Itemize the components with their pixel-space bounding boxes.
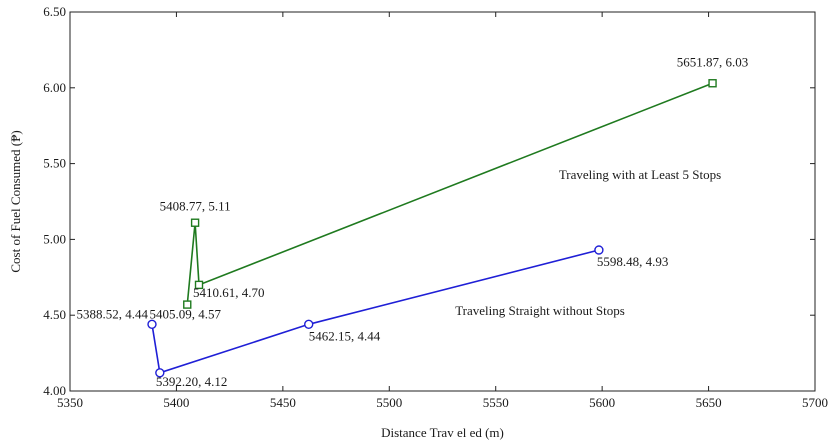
x-tick-label: 5450 <box>270 395 296 410</box>
y-tick-label: 5.50 <box>43 156 66 171</box>
series-with-stops <box>183 79 717 309</box>
y-tick-label: 4.50 <box>43 307 66 322</box>
data-point-marker <box>183 300 192 309</box>
data-label: 5651.87, 6.03 <box>677 54 749 69</box>
series-line <box>186 82 713 305</box>
y-axis-title: Cost of Fuel Consumed (₱) <box>8 130 23 272</box>
data-label: 5392.20, 4.12 <box>156 374 228 389</box>
data-label: 5408.77, 5.11 <box>160 199 231 214</box>
series-layer <box>147 79 717 378</box>
data-label: 5388.52, 4.44 <box>76 306 148 321</box>
data-point-marker <box>190 218 200 227</box>
x-tick-label: 5600 <box>589 395 615 410</box>
data-point-marker <box>594 245 604 255</box>
y-tick-label: 6.50 <box>43 4 66 19</box>
data-label: 5410.61, 4.70 <box>193 285 264 300</box>
data-label: 5598.48, 4.93 <box>597 254 669 269</box>
x-axis-title: Distance Trav el ed (m) <box>381 425 504 440</box>
data-label: 5462.15, 4.44 <box>309 328 381 343</box>
y-tick-label: 5.00 <box>43 231 66 246</box>
data-label: 5405.09, 4.57 <box>150 307 222 322</box>
series-name-label: Traveling with at Least 5 Stops <box>559 167 721 182</box>
y-tick-label: 4.00 <box>43 383 66 398</box>
x-tick-label: 5650 <box>696 395 722 410</box>
data-point-marker <box>708 79 717 88</box>
plot-frame <box>69 11 816 392</box>
data-point-marker <box>194 280 204 290</box>
series-line <box>151 249 600 374</box>
x-tick-label: 5500 <box>376 395 402 410</box>
data-labels: 5405.09, 4.57 5408.77, 5.11 5410.61, 4.70 5… <box>76 54 748 389</box>
series-name-label: Traveling Straight without Stops <box>455 303 625 318</box>
y-tick-label: 6.00 <box>43 80 66 95</box>
x-tick-label: 5350 <box>57 395 83 410</box>
x-tick-label: 5700 <box>802 395 828 410</box>
axis-ticks: 5350 5400 5450 5500 5550 5600 5650 5700 4.00 4.50… <box>43 4 828 410</box>
x-tick-label: 5400 <box>163 395 189 410</box>
x-tick-label: 5550 <box>483 395 509 410</box>
series-without-stops <box>147 245 604 378</box>
data-point-marker <box>155 368 165 378</box>
plot-axes <box>69 11 816 392</box>
data-point-marker <box>304 319 314 329</box>
data-point-marker <box>147 319 157 329</box>
